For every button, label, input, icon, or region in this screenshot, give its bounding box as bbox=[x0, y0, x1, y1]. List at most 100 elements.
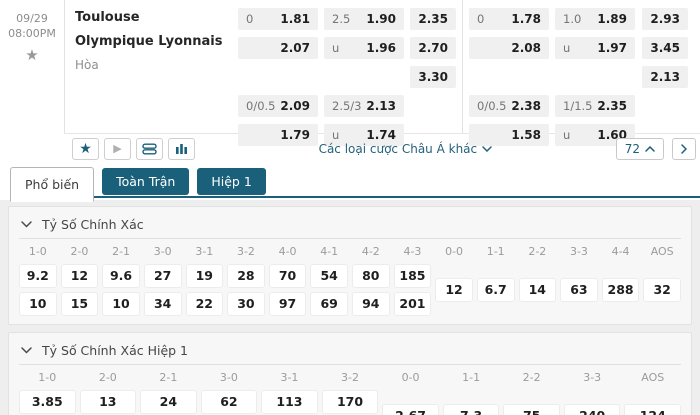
handicap-label: 2.5 bbox=[332, 12, 351, 26]
odds-cell[interactable]: 3.30 bbox=[410, 66, 456, 88]
score-odds-cell[interactable]: 170 bbox=[321, 390, 379, 414]
score-odds-cell[interactable]: 34 bbox=[143, 292, 182, 316]
score-odds-cell[interactable]: 80 bbox=[352, 264, 390, 288]
handicap-label: u bbox=[563, 41, 571, 55]
score-odds-cell[interactable]: 288 bbox=[601, 278, 640, 302]
score-odds-cell[interactable]: 113 bbox=[261, 390, 318, 414]
score-column-label: 2-2 bbox=[528, 245, 547, 258]
score-odds-cell[interactable]: 201 bbox=[393, 292, 432, 316]
odds-value: 2.07 bbox=[280, 41, 310, 55]
score-column-label: 3-2 bbox=[236, 245, 255, 258]
score-odds-cell[interactable]: 6.7 bbox=[476, 278, 515, 302]
odds-value: 2.70 bbox=[418, 41, 448, 55]
tab-toan-tran[interactable]: Toàn Trận bbox=[102, 168, 190, 195]
chevron-up-icon bbox=[645, 145, 655, 152]
score-odds-cell[interactable]: 62 bbox=[200, 390, 258, 414]
odds-cell[interactable]: 2.70 bbox=[410, 37, 456, 59]
score-odds-cell[interactable]: 9.2 bbox=[19, 264, 57, 288]
chevron-down-icon bbox=[482, 145, 492, 152]
odds-cell[interactable]: u 1.74 bbox=[324, 124, 404, 146]
odds-cell[interactable]: 0/0.5 2.38 bbox=[469, 95, 549, 117]
odds-cell[interactable]: u 1.96 bbox=[324, 37, 404, 59]
score-column-label: 1-0 bbox=[28, 245, 47, 258]
score-odds-cell[interactable]: 70 bbox=[268, 264, 307, 288]
score-odds-cell[interactable]: 12 bbox=[60, 264, 99, 288]
odds-cell[interactable]: 2.5/3 2.13 bbox=[324, 95, 404, 117]
score-column-label: 4-0 bbox=[278, 245, 297, 258]
odds-cell[interactable]: 1.79 bbox=[238, 124, 318, 146]
odds-cell[interactable]: 2.13 bbox=[642, 66, 688, 88]
match-date: 09/29 bbox=[16, 12, 48, 25]
home-team-name[interactable]: Toulouse bbox=[75, 10, 140, 25]
odds-row: 0/0.5 2.09 2.5/3 2.13 bbox=[238, 95, 456, 117]
odds-cell[interactable]: 2.08 bbox=[469, 37, 549, 59]
odds-cell[interactable]: 2.5 1.90 bbox=[324, 8, 404, 30]
score-odds-cell[interactable]: 13 bbox=[79, 390, 137, 414]
odds-cell[interactable]: u 1.97 bbox=[555, 37, 635, 59]
tabbar-underline bbox=[78, 196, 700, 198]
away-team-name[interactable]: Olympique Lyonnais bbox=[75, 34, 223, 49]
draw-label: Hòa bbox=[75, 58, 99, 72]
score-odds-cell[interactable]: 9.6 bbox=[102, 264, 140, 288]
odds-cell[interactable]: 0 1.81 bbox=[238, 8, 318, 30]
handicap-label: 2.5/3 bbox=[332, 99, 362, 113]
score-odds-cell[interactable]: 54 bbox=[310, 264, 348, 288]
handicap-label: u bbox=[332, 128, 340, 142]
odds-cell[interactable]: 2.93 bbox=[642, 8, 688, 30]
score-odds-cell[interactable]: 12 bbox=[435, 278, 473, 302]
odds-cell[interactable]: 3.45 bbox=[642, 37, 688, 59]
score-odds-cell[interactable]: 15 bbox=[60, 292, 99, 316]
chevron-right-icon bbox=[681, 143, 687, 154]
score-column-label: 2-1 bbox=[159, 371, 178, 384]
odds-row: 3.30 bbox=[238, 66, 456, 88]
score-odds-cell[interactable]: 10 bbox=[102, 292, 140, 316]
favorite-button[interactable]: ★ bbox=[72, 137, 99, 160]
stack-icon bbox=[142, 143, 157, 155]
odds-cell[interactable]: 1.0 1.89 bbox=[555, 8, 635, 30]
score-odds-cell[interactable]: 27 bbox=[143, 264, 182, 288]
score-odds-cell[interactable]: 69 bbox=[310, 292, 348, 316]
score-odds-cell[interactable]: 14 bbox=[518, 278, 557, 302]
match-time: 08:00PM bbox=[8, 27, 56, 40]
correct-score-ht1-header[interactable]: Tỷ Số Chính Xác Hiệp 1 bbox=[19, 339, 681, 365]
score-odds-cell[interactable]: 97 bbox=[268, 292, 307, 316]
score-odds-cell[interactable]: 22 bbox=[185, 292, 224, 316]
odds-value: 1.58 bbox=[511, 128, 541, 142]
score-odds-cell[interactable]: 75 bbox=[503, 404, 560, 415]
correct-score-header[interactable]: Tỷ Số Chính Xác bbox=[19, 213, 681, 239]
odds-cell[interactable]: 2.35 bbox=[410, 8, 456, 30]
tab-hiep-1[interactable]: Hiệp 1 bbox=[197, 168, 266, 195]
odds-cell[interactable]: 0 1.78 bbox=[469, 8, 549, 30]
odds-cell[interactable]: 2.07 bbox=[238, 37, 318, 59]
section-title: Tỷ Số Chính Xác Hiệp 1 bbox=[42, 343, 188, 358]
more-asian-bets-link[interactable]: Các loại cược Châu Á khác bbox=[319, 142, 493, 156]
score-odds-cell[interactable]: 7.3 bbox=[442, 404, 500, 415]
odds-cell[interactable]: 0/0.5 2.09 bbox=[238, 95, 318, 117]
score-odds-cell[interactable]: 24 bbox=[140, 390, 197, 414]
stats-button[interactable] bbox=[168, 137, 195, 160]
markets-count-button[interactable]: 72 bbox=[615, 137, 664, 160]
next-button[interactable] bbox=[671, 137, 696, 160]
score-odds-cell[interactable]: 19 bbox=[185, 264, 224, 288]
odds-cell[interactable]: 1/1.5 2.35 bbox=[555, 95, 635, 117]
score-odds-cell[interactable]: 94 bbox=[352, 292, 390, 316]
handicap-label: 1.0 bbox=[563, 12, 582, 26]
score-odds-cell[interactable]: 32 bbox=[643, 278, 681, 302]
score-odds-cell[interactable]: 240 bbox=[563, 404, 621, 415]
score-odds-cell[interactable]: 2.67 bbox=[382, 404, 439, 415]
odds-value: 1.78 bbox=[511, 12, 541, 26]
live-play-button[interactable]: ▶ bbox=[104, 137, 131, 160]
tab-pho-bien[interactable]: Phổ biến bbox=[10, 167, 95, 202]
score-odds-cell[interactable]: 124 bbox=[624, 404, 682, 415]
score-odds-cell[interactable]: 63 bbox=[560, 278, 598, 302]
odds-cell-empty bbox=[324, 66, 404, 88]
score-odds-cell[interactable]: 185 bbox=[393, 264, 432, 288]
score-odds-cell[interactable]: 10 bbox=[19, 292, 57, 316]
score-odds-cell[interactable]: 30 bbox=[227, 292, 265, 316]
score-odds-cell[interactable]: 28 bbox=[227, 264, 265, 288]
stack-button[interactable] bbox=[136, 137, 163, 160]
score-column: 4-0 70 97 bbox=[268, 243, 307, 316]
odds-cell[interactable]: 1.58 bbox=[469, 124, 549, 146]
score-odds-cell[interactable]: 3.85 bbox=[19, 390, 76, 414]
